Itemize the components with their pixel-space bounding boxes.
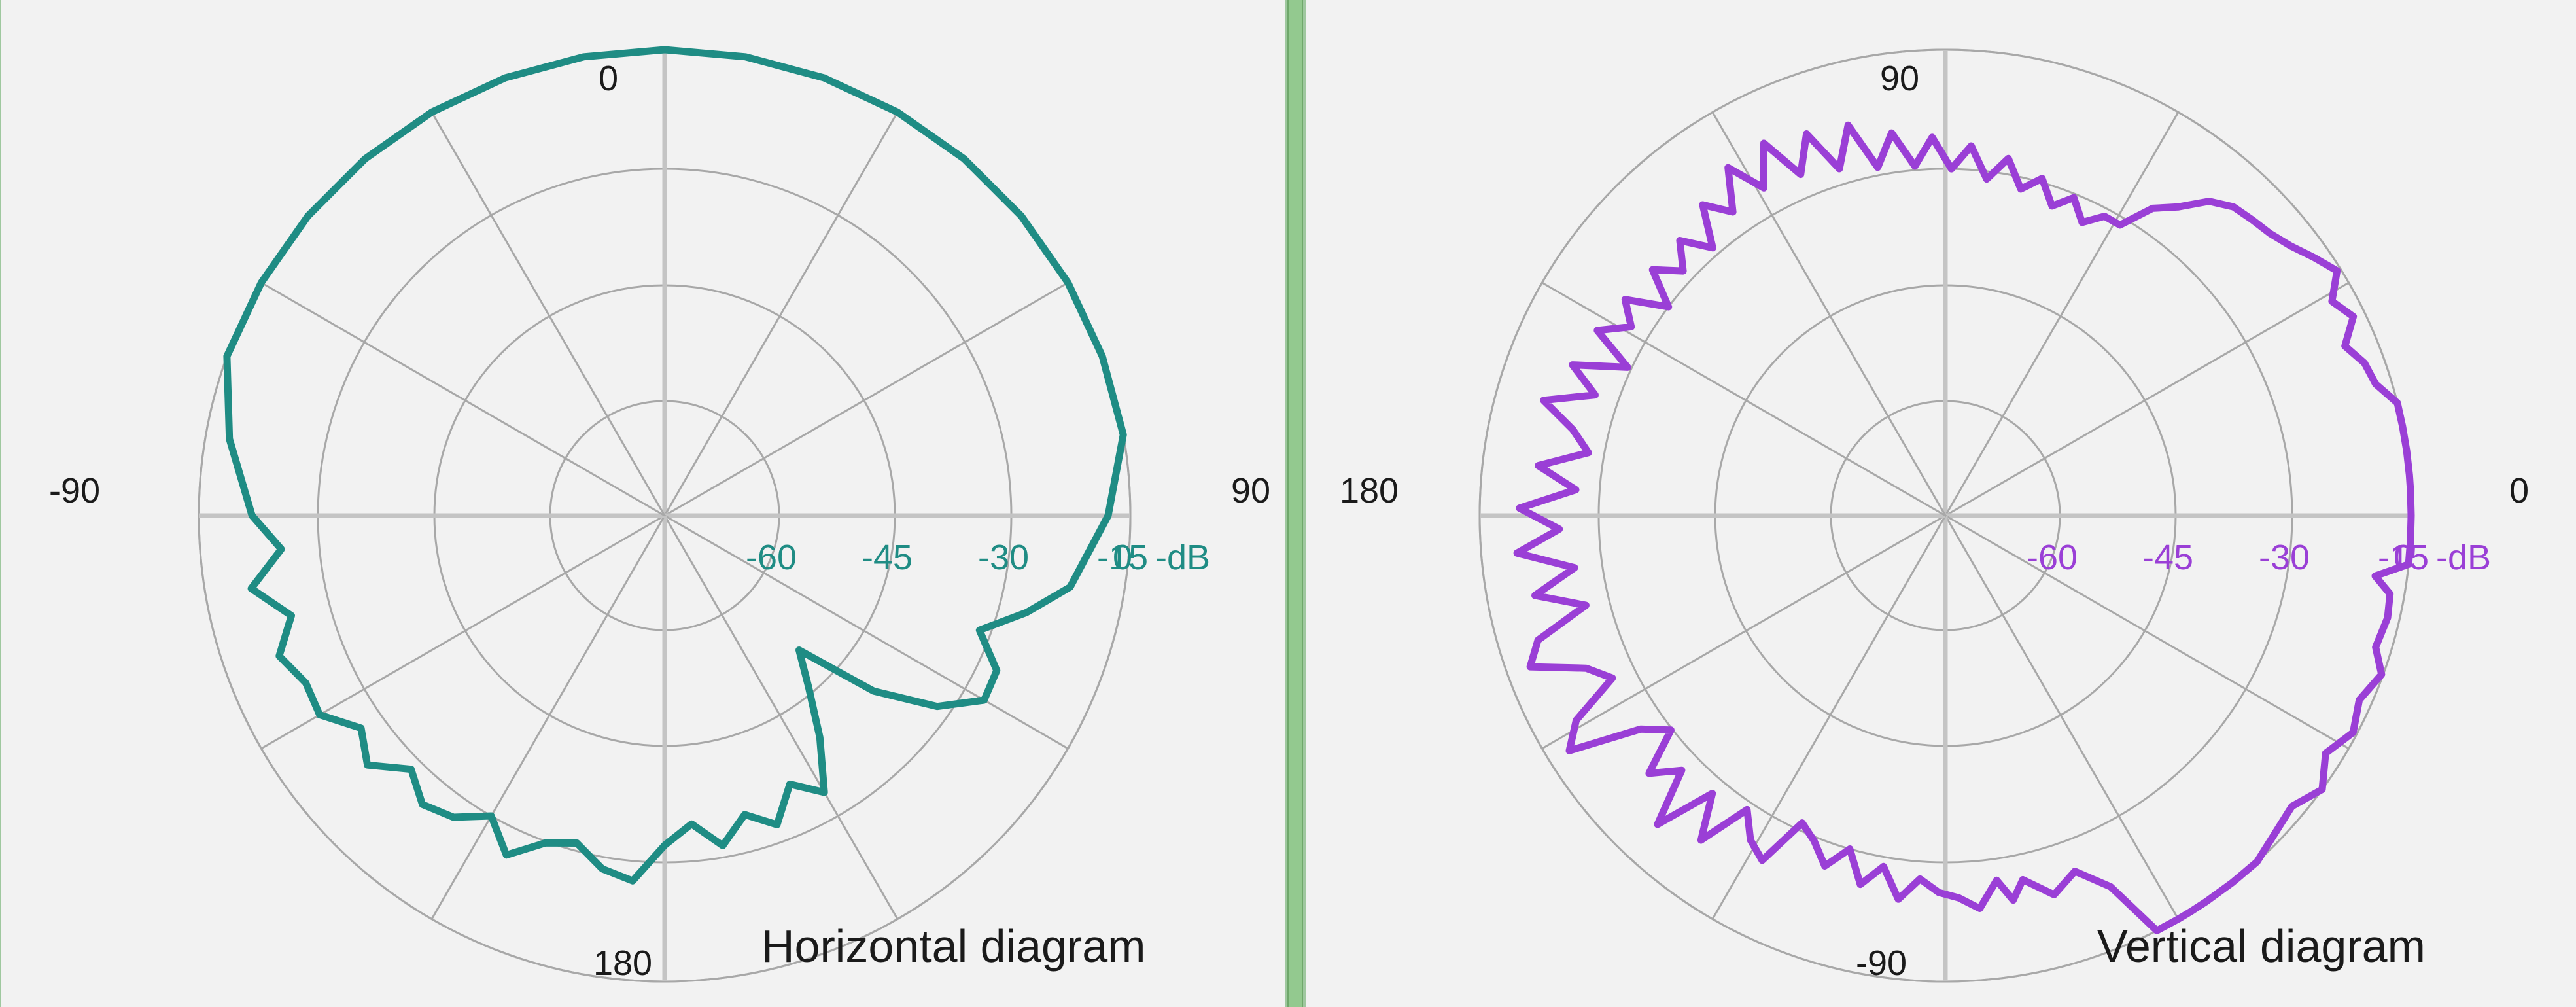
grid-spoke (260, 281, 665, 517)
chart-caption: Vertical diagram (2097, 921, 2426, 972)
radial-tick-label: -60 (2027, 538, 2078, 577)
grid-spoke (1711, 515, 1947, 920)
radial-tick-label: 0 (1113, 538, 1132, 577)
grid-spoke (663, 111, 899, 516)
panel-splitter[interactable] (1287, 0, 1303, 1007)
radial-unit-label: -dB (1155, 538, 1210, 577)
grid-spoke (260, 514, 665, 750)
grid-spoke (430, 515, 666, 920)
radial-unit-label: -dB (2436, 538, 2491, 577)
angle-label-right: 0 (2509, 471, 2529, 510)
angle-label-bottom: -90 (1856, 944, 1907, 983)
radial-tick-label: -30 (978, 538, 1029, 577)
radial-tick-label: -30 (2259, 538, 2310, 577)
grid-spoke (664, 281, 1069, 517)
series-line (223, 46, 1127, 885)
radial-tick-label: -60 (746, 538, 797, 577)
horizontal-diagram-panel: -60 -45 -30 -15 0 -dB 0 90 180 -90 Horizontal diag… (0, 0, 1287, 1007)
series-line (1513, 121, 2415, 934)
angle-label-left: 180 (1340, 471, 1399, 510)
angle-label-top: 0 (599, 59, 618, 98)
grid-spoke (663, 515, 899, 920)
grid-spoke (430, 111, 666, 516)
polar-grid (198, 48, 1132, 983)
grid-spoke (1945, 281, 2350, 517)
angle-label-left: -90 (49, 471, 100, 510)
radial-tick-label: -15 (1097, 538, 1148, 577)
angle-label-right: 90 (1231, 471, 1270, 510)
grid-spoke (1944, 111, 2180, 516)
grid-spoke (1944, 515, 2180, 920)
grid-spoke (1541, 281, 1946, 517)
vertical-diagram-panel: -60 -45 -30 -15 0 -dB 90 0 -90 180 Vertical diagra… (1303, 0, 2576, 1007)
radial-tick-label: -45 (862, 538, 913, 577)
angle-label-top: 90 (1880, 59, 1919, 98)
grid-spoke (1541, 514, 1946, 750)
chart-caption: Horizontal diagram (761, 921, 1145, 972)
grid-spoke (1945, 514, 2350, 750)
grid-spoke (1711, 111, 1947, 516)
radial-tick-label: -45 (2142, 538, 2193, 577)
angle-label-bottom: 180 (593, 944, 652, 983)
grid-spoke (664, 514, 1069, 750)
